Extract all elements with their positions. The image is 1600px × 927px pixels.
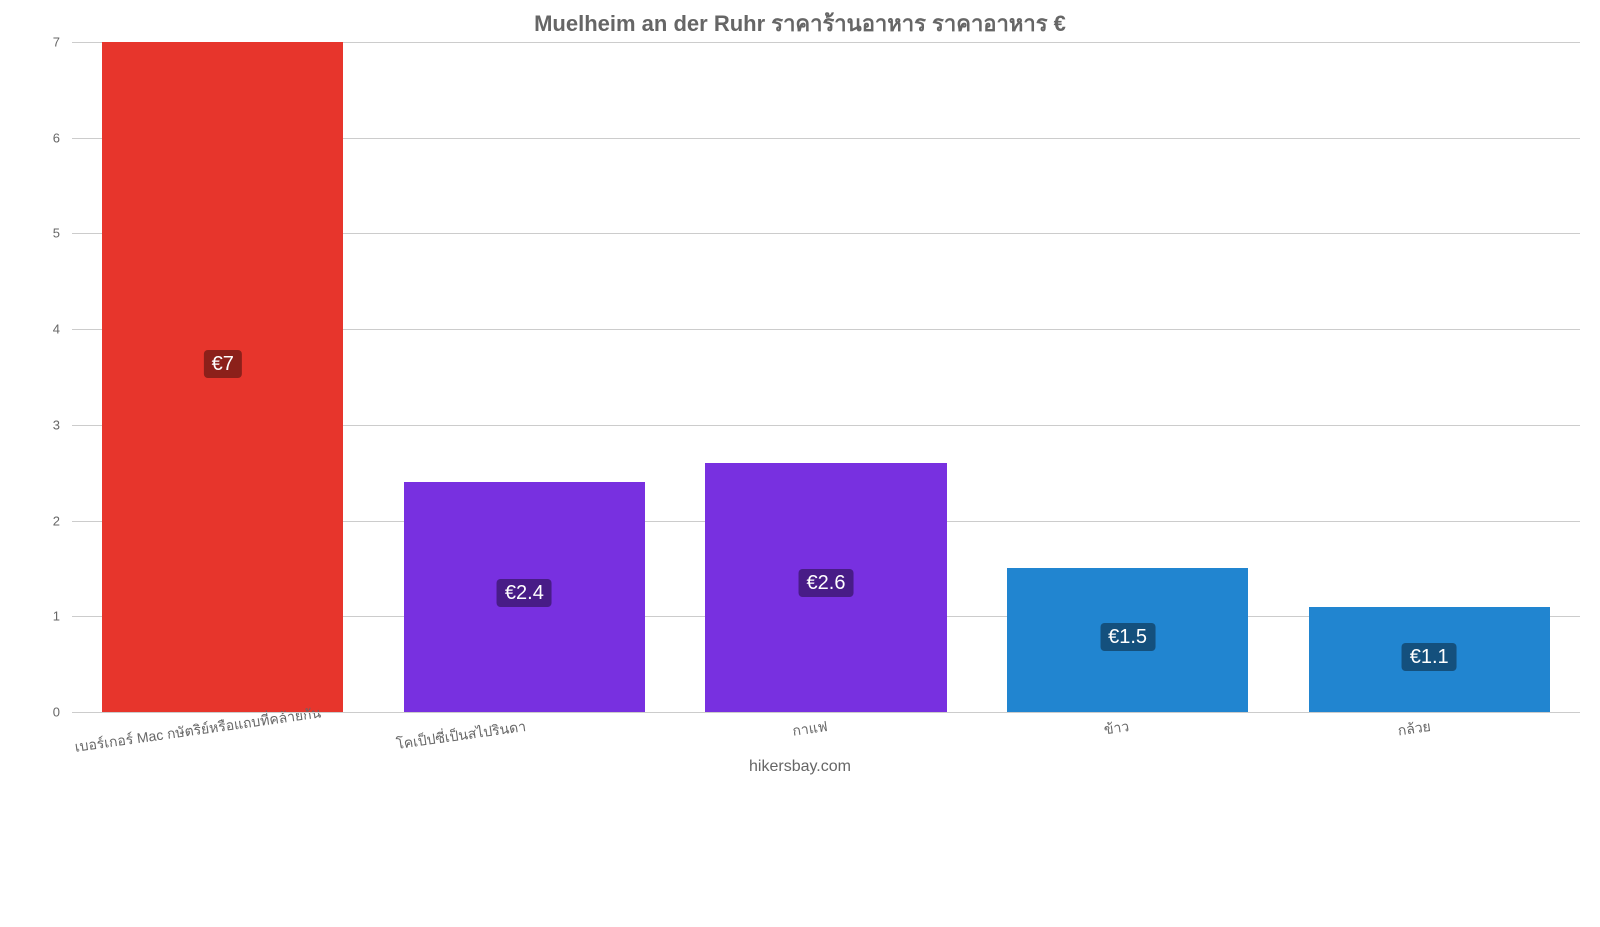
value-label: €1.1 (1402, 643, 1457, 671)
y-tick-label: 2 (53, 513, 72, 528)
y-tick-label: 7 (53, 35, 72, 50)
y-tick-label: 0 (53, 705, 72, 720)
y-tick-label: 5 (53, 226, 72, 241)
y-tick-label: 1 (53, 609, 72, 624)
chart-credit: hikersbay.com (0, 758, 1600, 776)
value-label: €7 (204, 350, 242, 378)
value-label: €2.4 (497, 579, 552, 607)
value-label: €1.5 (1100, 623, 1155, 651)
y-tick-label: 3 (53, 417, 72, 432)
y-tick-label: 4 (53, 322, 72, 337)
plot-area: 01234567€7เบอร์เกอร์ Mac กษัตริย์หรือแถบ… (72, 42, 1580, 712)
chart-title: Muelheim an der Ruhr ราคาร้านอาหาร ราคาอ… (0, 6, 1600, 41)
value-label: €2.6 (799, 569, 854, 597)
price-bar-chart: Muelheim an der Ruhr ราคาร้านอาหาร ราคาอ… (0, 0, 1600, 800)
x-tick-label: เบอร์เกอร์ Mac กษัตริย์หรือแถบที่คล้ายกั… (73, 716, 225, 759)
y-tick-label: 6 (53, 130, 72, 145)
baseline (72, 712, 1580, 713)
